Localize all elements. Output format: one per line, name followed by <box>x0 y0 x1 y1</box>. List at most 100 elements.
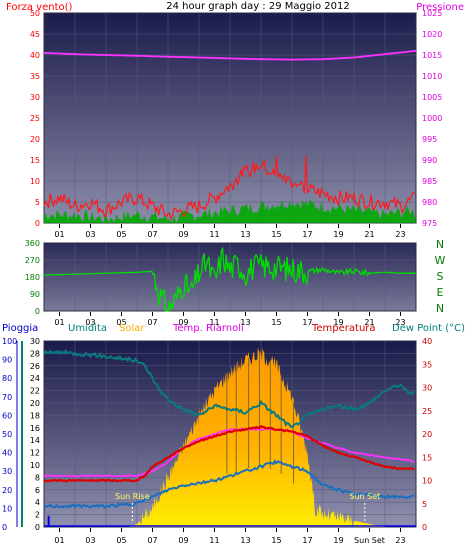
humidity-tick-label: 28 <box>30 349 40 358</box>
pressure-axis-label: Pressione <box>416 2 464 13</box>
x-tick-label: 21 <box>364 318 374 327</box>
wind-axis-label: Forza vento() <box>6 2 73 13</box>
direction-tick-label: 180 <box>25 273 40 282</box>
x-tick-label: 03 <box>85 230 95 239</box>
rain-tick-label: 50 <box>2 430 12 439</box>
temperature-tick-label: 15 <box>422 453 432 462</box>
x-tick-label: 07 <box>147 230 157 239</box>
x-tick-label: 23 <box>395 318 405 327</box>
humidity-tick-label: 6 <box>35 486 40 495</box>
wind-tick-label: 0 <box>35 219 40 228</box>
humidity-tick-label: 10 <box>30 461 40 470</box>
pressure-tick-label: 995 <box>422 135 437 144</box>
riarnoli-label: Temp. Riarnoli <box>172 323 244 334</box>
x-tick-label: 19 <box>333 536 343 545</box>
x-tick-label: 19 <box>333 230 343 239</box>
wind-tick-label: 40 <box>30 51 40 60</box>
humidity-tick-label: 30 <box>30 337 40 346</box>
gust-series <box>44 199 416 223</box>
pressure-tick-label: 975 <box>422 219 437 228</box>
humidity-tick-label: 14 <box>30 436 40 445</box>
pressure-series <box>43 49 417 61</box>
pressure-tick-label: 1010 <box>422 72 442 81</box>
pressure-tick-label: 985 <box>422 177 437 186</box>
x-tick-label: 23 <box>395 536 405 545</box>
x-tick-label: 01 <box>54 318 64 327</box>
rain-tick-label: 30 <box>2 467 12 476</box>
rain-tick-label: 90 <box>2 356 12 365</box>
solar-series <box>44 347 416 527</box>
x-tick-label: 15 <box>271 536 281 545</box>
pressure-tick-label: 980 <box>422 198 437 207</box>
x-tick-label: 07 <box>147 536 157 545</box>
wind-tick-label: 15 <box>30 156 40 165</box>
x-tick-label: 01 <box>54 536 64 545</box>
humidity-tick-label: 24 <box>30 374 40 383</box>
x-tick-label: 13 <box>240 536 250 545</box>
dewpoint-series <box>43 459 415 509</box>
pressure-tick-label: 1025 <box>422 9 442 18</box>
x-tick-label: 09 <box>178 230 188 239</box>
humidity-tick-label: 22 <box>30 387 40 396</box>
wind-tick-label: 5 <box>35 198 40 207</box>
rain-tick-label: 70 <box>2 393 12 402</box>
x-tick-label: 03 <box>85 536 95 545</box>
pressure-tick-label: 1000 <box>422 114 442 123</box>
rain-tick-label: 100 <box>2 337 17 346</box>
humidity-tick-label: 8 <box>35 473 40 482</box>
x-tick-label: 13 <box>240 318 250 327</box>
x-tick-label: 15 <box>271 318 281 327</box>
x-tick-label: 17 <box>302 230 312 239</box>
humidity-tick-label: 2 <box>35 511 40 520</box>
sunrise-label: Sun Rise <box>115 492 150 501</box>
rain-tick-label: 80 <box>2 374 12 383</box>
wind-direction-series <box>44 246 416 312</box>
x-tick-label: 09 <box>178 536 188 545</box>
x-tick-sunset-label: Sun Set <box>354 536 385 545</box>
rain-tick-label: 20 <box>2 486 12 495</box>
temperature-tick-label: 0 <box>422 523 427 532</box>
x-tick-label: 23 <box>395 230 405 239</box>
humidity-tick-label: 0 <box>35 523 40 532</box>
temperature-series <box>43 425 415 483</box>
humidity-tick-label: 18 <box>30 411 40 420</box>
pressure-tick-label: 1020 <box>422 30 442 39</box>
riarnoli-series <box>43 427 415 478</box>
humidity-tick-label: 26 <box>30 362 40 371</box>
compass-label: N <box>436 238 444 251</box>
compass-label: S <box>437 270 444 283</box>
rain-tick-label: 10 <box>2 504 12 513</box>
temperature-tick-label: 5 <box>422 500 427 509</box>
wind-tick-label: 50 <box>30 9 40 18</box>
humidity-tick-label: 20 <box>30 399 40 408</box>
humidity-tick-label: 4 <box>35 498 40 507</box>
x-tick-label: 01 <box>54 230 64 239</box>
temperature-tick-label: 20 <box>422 430 432 439</box>
x-tick-label: 13 <box>240 230 250 239</box>
humidity-series <box>43 348 415 429</box>
direction-tick-label: 0 <box>35 307 40 316</box>
x-tick-label: 11 <box>209 536 219 545</box>
rain-tick-label: 40 <box>2 449 12 458</box>
temperature-tick-label: 35 <box>422 360 432 369</box>
x-tick-label: 15 <box>271 230 281 239</box>
chart-title: 24 hour graph day : 29 Maggio 2012 <box>166 1 349 12</box>
wind-tick-label: 25 <box>30 114 40 123</box>
x-tick-label: 21 <box>364 230 374 239</box>
x-tick-label: 19 <box>333 318 343 327</box>
x-tick-label: 17 <box>302 536 312 545</box>
x-tick-label: 05 <box>116 318 126 327</box>
rain-label: Pioggia <box>2 323 38 334</box>
dewpoint-label: Dew Point (°C) <box>392 323 465 334</box>
wind-tick-label: 10 <box>30 177 40 186</box>
solar-label: Solar <box>119 323 145 334</box>
humidity-label: Umidita <box>68 323 107 334</box>
x-tick-label: 05 <box>116 536 126 545</box>
humidity-tick-label: 16 <box>30 424 40 433</box>
wind-series <box>43 155 415 222</box>
humidity-tick-label: 12 <box>30 449 40 458</box>
pressure-tick-label: 1015 <box>422 51 442 60</box>
temperature-tick-label: 10 <box>422 477 432 486</box>
